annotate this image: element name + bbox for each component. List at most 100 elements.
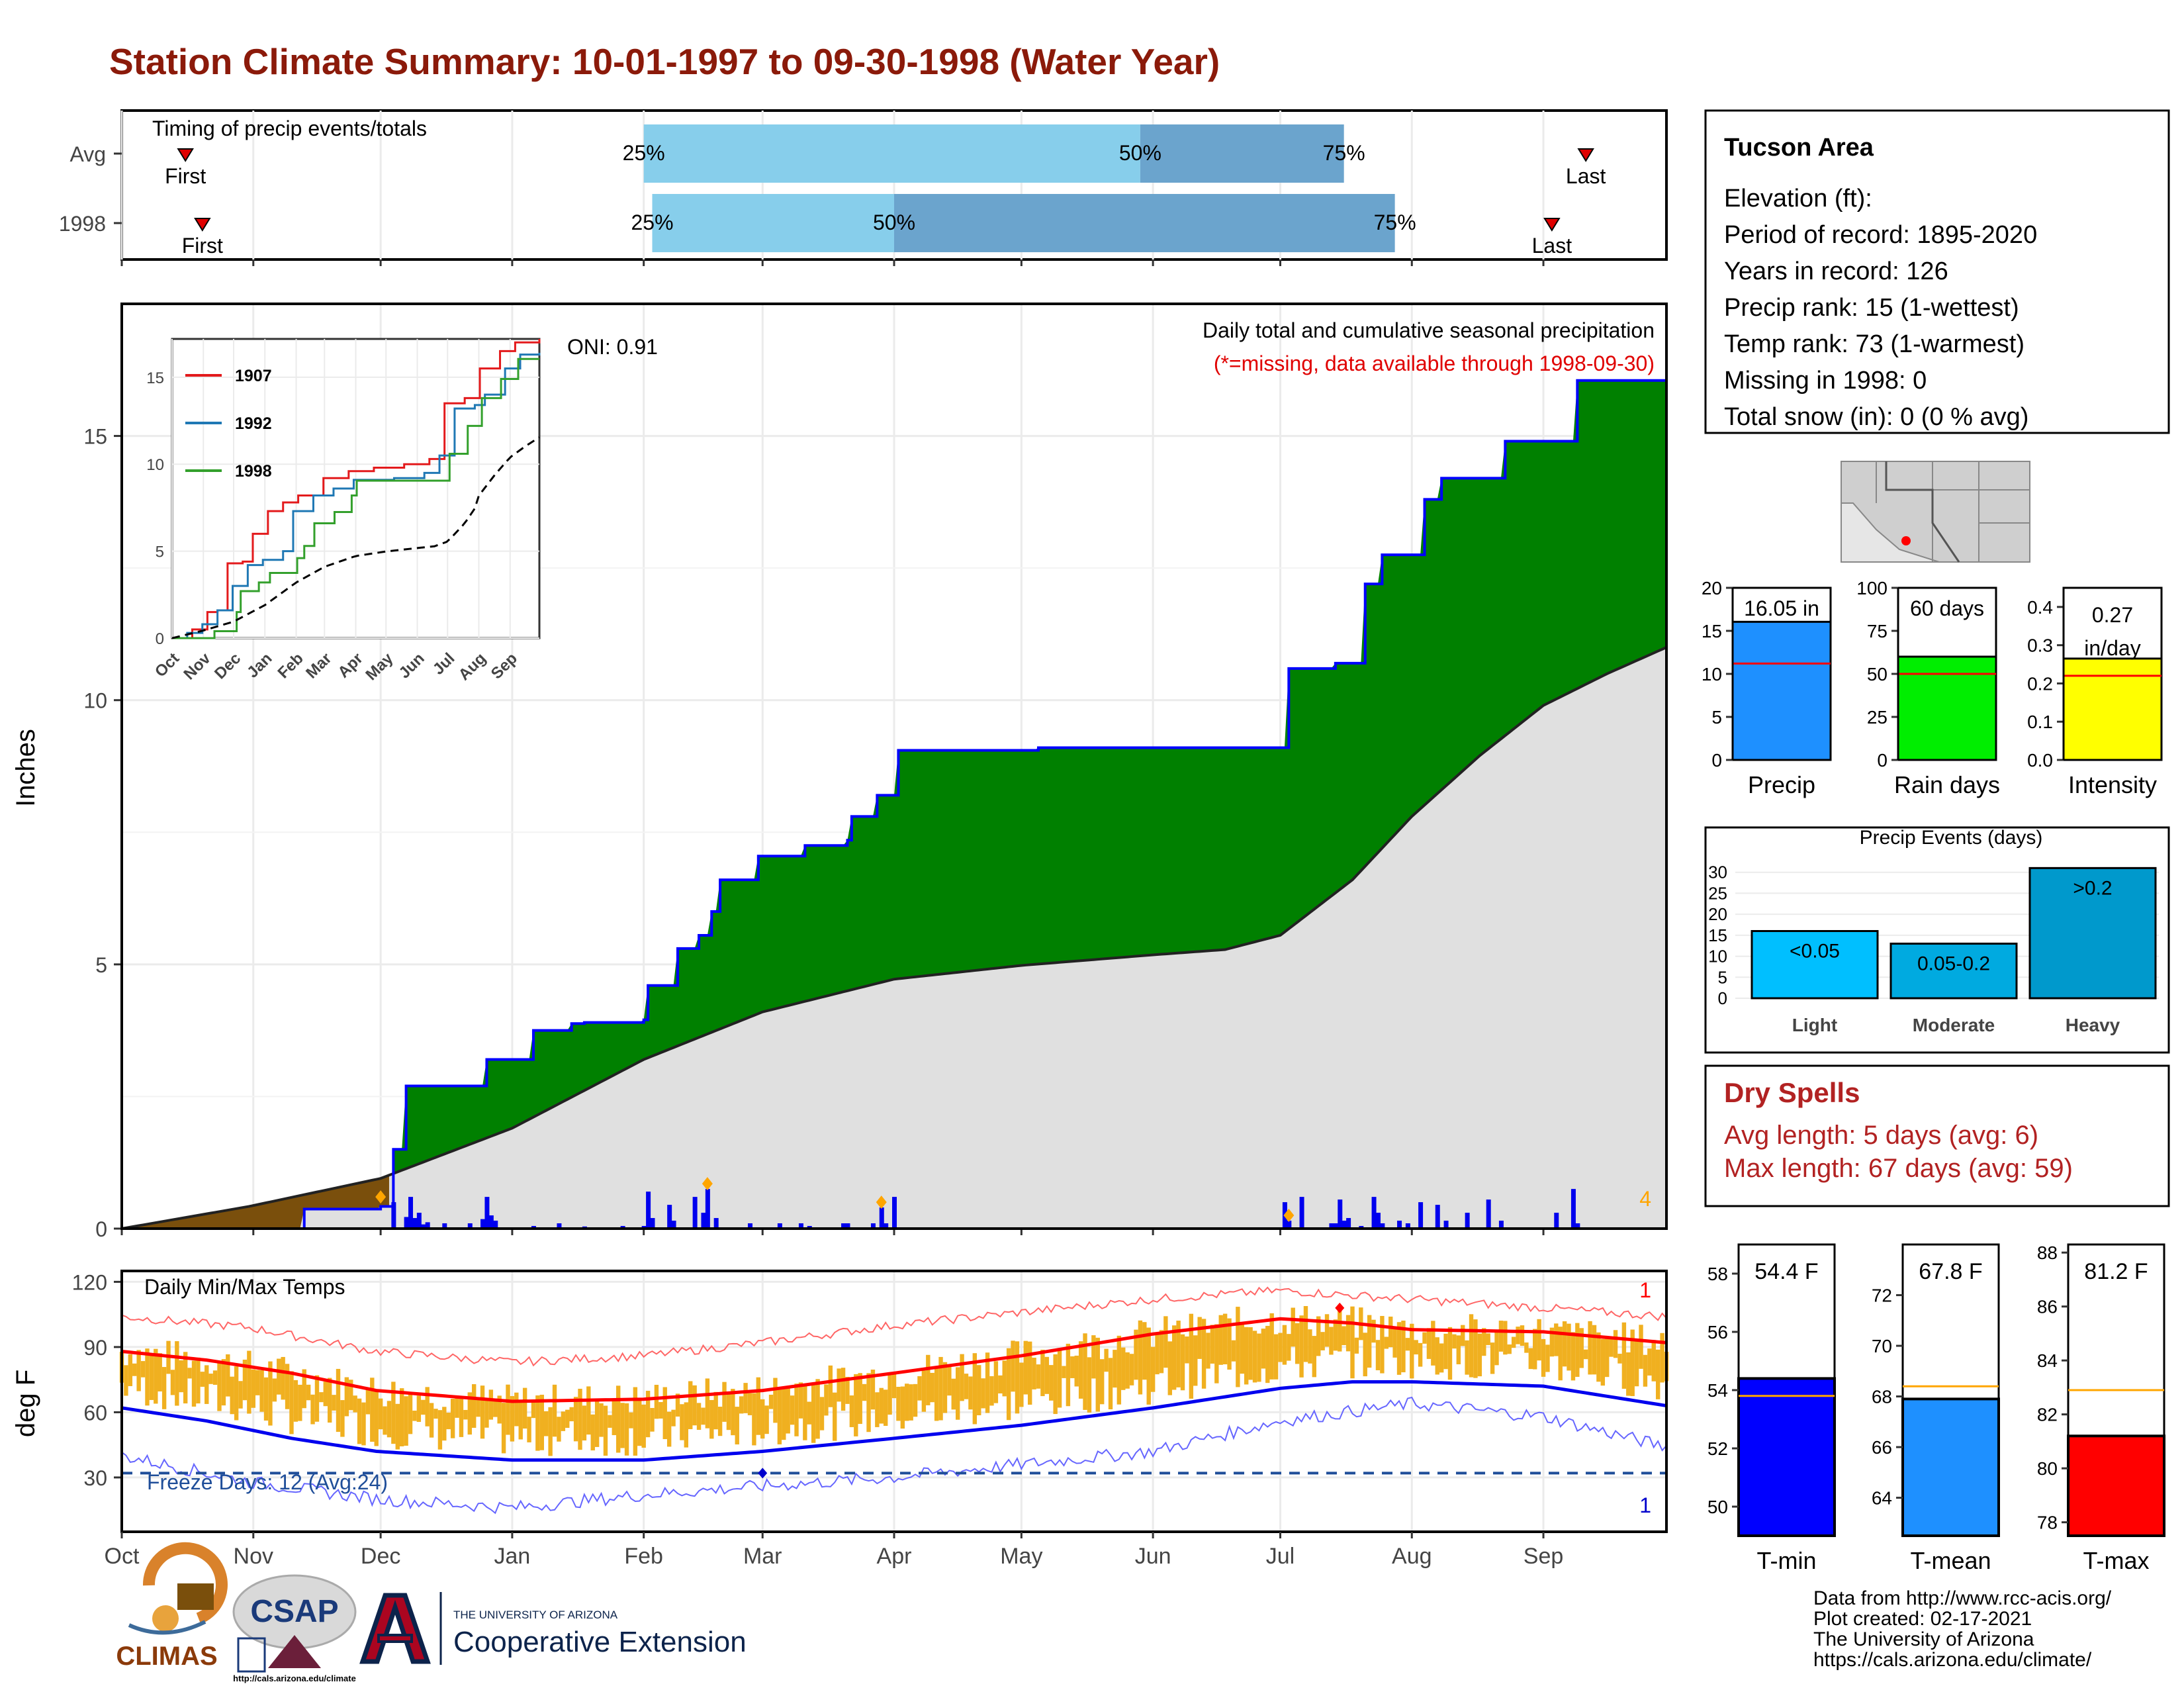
timing-first-label: First <box>182 234 223 258</box>
daily-temp-bar <box>1549 1327 1555 1357</box>
daily-temp-bar <box>942 1362 948 1413</box>
daily-temp-bar <box>1261 1329 1266 1369</box>
temp-value-bar <box>1737 1377 1836 1537</box>
daily-temp-bar <box>709 1399 714 1439</box>
daily-temp-bar <box>1138 1320 1143 1395</box>
daily-temp-bar <box>1236 1307 1240 1387</box>
daily-temp-bar <box>1392 1329 1397 1358</box>
daily-precip-bar <box>1342 1221 1347 1229</box>
daily-temp-bar <box>1456 1335 1461 1364</box>
daily-temp-bar <box>1049 1365 1054 1401</box>
daily-temp-bar <box>1511 1336 1516 1348</box>
daily-temp-bar <box>1040 1349 1045 1397</box>
daily-temp-bar <box>1146 1327 1151 1405</box>
daily-temp-bar <box>1503 1321 1508 1355</box>
daily-precip-bar <box>747 1223 752 1229</box>
daily-temp-bar <box>136 1350 141 1391</box>
month-label: May <box>1000 1544 1042 1569</box>
daily-temp-bar <box>993 1361 999 1403</box>
daily-temp-bar <box>404 1396 408 1446</box>
daily-record-marker <box>1283 1209 1295 1223</box>
timing-q25-label: 25% <box>623 141 665 165</box>
temperature-summary-charts: 50 52 54 56 58 54.4 F T-min 64 66 68 70 72 67.8 F T-m… <box>1707 1243 2165 1574</box>
daily-precip-bar <box>1498 1221 1504 1229</box>
daily-temp-bar <box>557 1417 561 1442</box>
daily-temp-bar <box>302 1369 306 1409</box>
month-label: Jun <box>1135 1544 1171 1569</box>
daily-temp-bar <box>680 1404 684 1440</box>
daily-temp-bar <box>1490 1342 1495 1374</box>
daily-temp-bar <box>510 1395 515 1442</box>
timing-first-label: First <box>165 164 206 188</box>
daily-temp-bar <box>552 1384 557 1437</box>
daily-temp-bar <box>1295 1323 1300 1364</box>
daily-temp-bar <box>170 1370 175 1395</box>
daily-temp-bar <box>467 1392 472 1435</box>
precip-ytick-label: 15 <box>83 425 107 449</box>
daily-temp-bar <box>408 1393 413 1434</box>
mini-ytick-label: 25 <box>1867 707 1888 727</box>
credit-line-3: The University of Arizona <box>1813 1628 2034 1650</box>
location-map <box>1841 461 2030 563</box>
daily-temp-bar <box>1498 1321 1504 1352</box>
daily-temp-bar <box>1371 1319 1376 1343</box>
daily-temp-bar <box>221 1359 226 1406</box>
daily-temp-bar <box>1533 1329 1537 1370</box>
month-label: Jul <box>1266 1544 1295 1569</box>
daily-temp-bar <box>645 1391 651 1438</box>
mini-ytick-label: 20 <box>1702 578 1722 598</box>
daily-temp-bar <box>1222 1313 1228 1365</box>
daily-temp-bar <box>212 1370 218 1385</box>
mini-ytick-label: 0.3 <box>2027 635 2053 656</box>
daily-temp-bar <box>1414 1340 1418 1355</box>
credit-line-1: Data from http://www.rcc-acis.org/ <box>1813 1587 2112 1609</box>
average-cumulative-line <box>121 646 1667 1230</box>
daily-temp-bar <box>429 1403 434 1438</box>
daily-temp-bar <box>833 1392 837 1441</box>
daily-precip-bar <box>1287 1221 1292 1229</box>
daily-temp-bar <box>1252 1331 1257 1383</box>
daily-temp-bar <box>149 1354 154 1400</box>
daily-temp-bar <box>124 1365 128 1396</box>
daily-temp-bar <box>1329 1327 1334 1355</box>
events-ytick-label: 0 <box>1718 988 1727 1008</box>
daily-temp-bar <box>578 1388 582 1450</box>
daily-temp-bar <box>1639 1325 1643 1369</box>
daily-temp-bar <box>1099 1359 1105 1405</box>
daily-temp-bar <box>1240 1324 1244 1374</box>
mini-chart-label: Precip <box>1748 771 1815 798</box>
temp-ytick-label: 64 <box>1872 1488 1892 1509</box>
daily-temp-bar <box>608 1415 612 1428</box>
daily-precip-bar <box>1418 1202 1424 1229</box>
daily-temp-bar <box>1291 1307 1295 1347</box>
daily-temp-bar <box>1104 1348 1109 1372</box>
daily-temp-bar <box>828 1365 833 1407</box>
daily-temp-bar <box>964 1374 969 1399</box>
daily-temp-bar <box>768 1394 774 1409</box>
daily-temp-bar <box>731 1389 735 1436</box>
daily-temp-bar <box>391 1382 396 1444</box>
daily-temp-bar <box>1108 1358 1113 1410</box>
timing-bar-q50-q75 <box>894 194 1395 252</box>
daily-temp-bar <box>1647 1348 1652 1376</box>
daily-precip-bar <box>557 1223 562 1229</box>
daily-temp-bar <box>726 1391 731 1430</box>
daily-temp-bar <box>985 1352 990 1413</box>
inset-series-1998 <box>172 357 539 639</box>
daily-temp-bar <box>323 1382 328 1407</box>
daily-temp-bar <box>1579 1328 1584 1368</box>
daily-temp-bar <box>1596 1332 1601 1382</box>
temp-ytick-label: 72 <box>1872 1286 1892 1306</box>
daily-temp-bar <box>773 1378 778 1423</box>
daily-precip-bar <box>777 1223 782 1229</box>
daily-temp-bar <box>370 1378 375 1442</box>
daily-temp-bar <box>1189 1313 1194 1399</box>
timing-first-marker <box>177 148 194 162</box>
climas-logo-text: CLIMAS <box>116 1642 217 1671</box>
daily-temp-bar <box>1167 1341 1172 1395</box>
daily-precip-bar <box>845 1223 850 1229</box>
station-location-dot <box>1901 536 1911 545</box>
daily-temp-bar <box>154 1348 158 1404</box>
daily-temp-bar <box>629 1412 633 1429</box>
